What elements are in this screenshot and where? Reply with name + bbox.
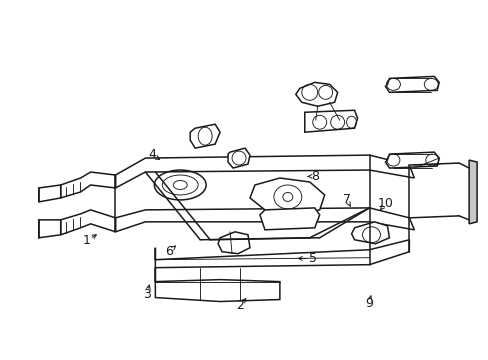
Polygon shape [155, 268, 279, 302]
Polygon shape [304, 110, 357, 132]
Text: 8: 8 [310, 170, 319, 183]
Text: 7: 7 [342, 193, 350, 206]
Text: 5: 5 [308, 252, 316, 265]
Polygon shape [227, 148, 249, 168]
Polygon shape [385, 76, 438, 92]
Polygon shape [295, 82, 337, 106]
Text: 6: 6 [165, 245, 173, 258]
Text: 4: 4 [148, 148, 156, 161]
Polygon shape [218, 232, 249, 254]
Text: 10: 10 [377, 197, 393, 210]
Text: 2: 2 [235, 299, 243, 312]
Text: 3: 3 [143, 288, 151, 301]
Polygon shape [61, 210, 115, 235]
Polygon shape [39, 220, 61, 238]
Polygon shape [385, 152, 438, 168]
Polygon shape [249, 178, 324, 215]
Text: 9: 9 [364, 297, 372, 310]
Polygon shape [190, 124, 220, 148]
Polygon shape [351, 222, 388, 244]
Polygon shape [39, 185, 61, 202]
Text: 1: 1 [82, 234, 90, 247]
Polygon shape [61, 172, 115, 198]
Polygon shape [468, 160, 476, 224]
Polygon shape [260, 208, 319, 230]
